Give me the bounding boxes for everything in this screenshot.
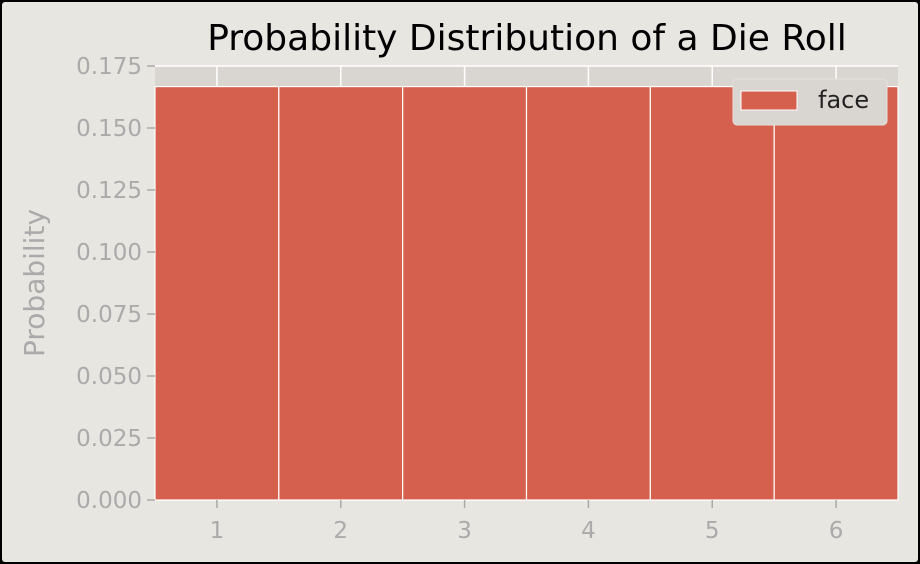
bar-series bbox=[154, 85, 899, 501]
y-axis-ticks: 0.000 0.025 0.050 0.075 0.100 0.125 0.150 0.175 bbox=[76, 54, 155, 514]
x-tick-label: 6 bbox=[829, 518, 844, 544]
y-tick-label: 0.025 bbox=[76, 426, 142, 452]
x-tick-label: 2 bbox=[333, 518, 348, 544]
legend: face bbox=[732, 78, 888, 126]
bar-face-2 bbox=[278, 85, 404, 501]
x-tick-label: 4 bbox=[581, 518, 596, 544]
bar-face-1 bbox=[154, 85, 280, 501]
bar-face-4 bbox=[525, 85, 651, 501]
y-tick-label: 0.150 bbox=[76, 116, 142, 142]
y-tick-label: 0.000 bbox=[76, 488, 142, 514]
x-tick-label: 3 bbox=[457, 518, 472, 544]
x-tick-label: 1 bbox=[210, 518, 225, 544]
x-axis-ticks: 1 2 3 4 5 6 bbox=[210, 500, 844, 544]
y-tick-label: 0.050 bbox=[76, 364, 142, 390]
chart-title: Probability Distribution of a Die Roll bbox=[207, 18, 847, 59]
x-tick-label: 5 bbox=[705, 518, 720, 544]
bar-face-5 bbox=[649, 85, 775, 501]
bar-face-3 bbox=[402, 85, 528, 501]
y-tick-label: 0.175 bbox=[76, 54, 142, 80]
bar-face-6 bbox=[773, 85, 899, 501]
y-tick-label: 0.075 bbox=[76, 302, 142, 328]
y-tick-label: 0.125 bbox=[76, 178, 142, 204]
y-axis-label: Probability bbox=[18, 209, 51, 357]
legend-label: face bbox=[818, 86, 869, 114]
y-tick-label: 0.100 bbox=[76, 240, 142, 266]
legend-swatch bbox=[740, 90, 798, 111]
